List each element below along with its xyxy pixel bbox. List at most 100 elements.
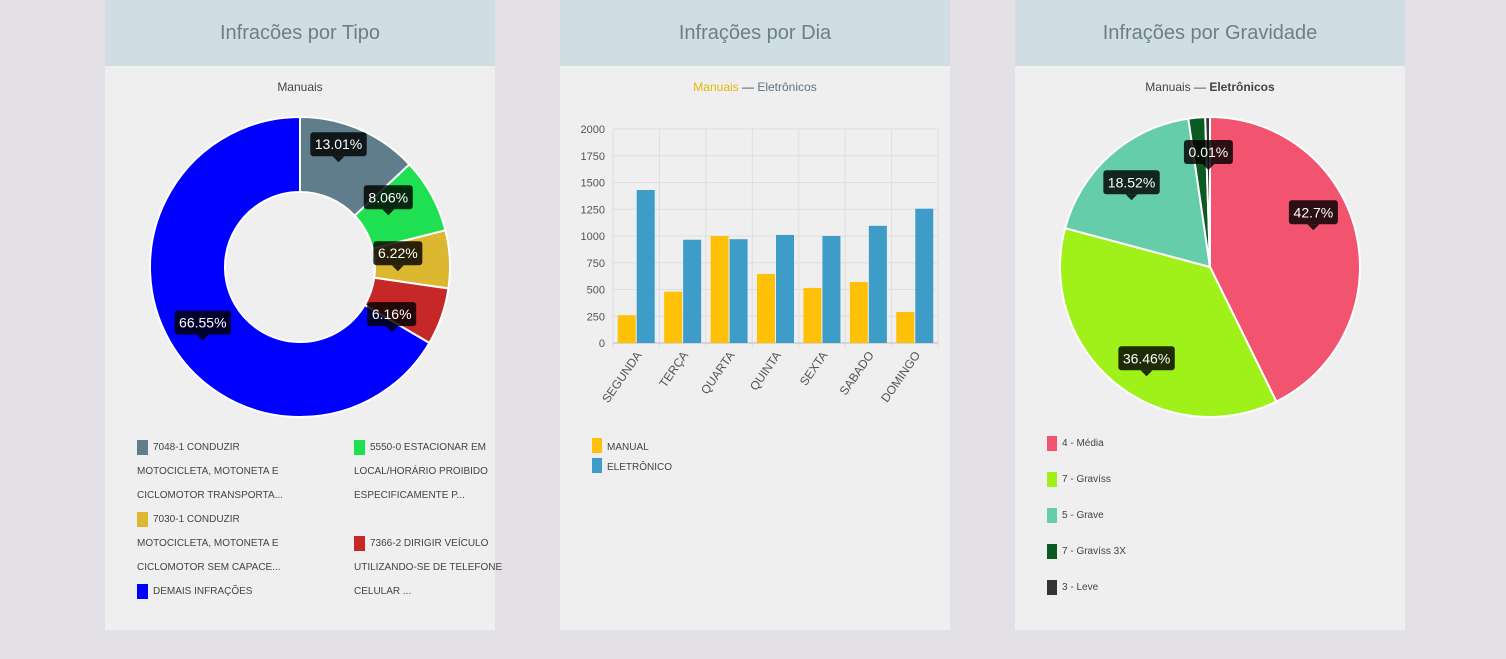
pie-slice-1[interactable] xyxy=(1059,226,1278,418)
pie-slice-0[interactable] xyxy=(1209,115,1361,403)
legend-item[interactable]: 7366-2 DIRIGIR VEÍCULO UTILIZANDO-SE DE … xyxy=(354,532,504,604)
bar-manual-1[interactable] xyxy=(664,291,683,343)
legend-label: 7366-2 DIRIGIR VEÍCULO UTILIZANDO-SE DE … xyxy=(354,538,503,597)
tooltip-text: 18.52% xyxy=(1108,174,1155,190)
tooltip-text: 13.01% xyxy=(315,136,362,152)
legend-item[interactable]: MANUAL xyxy=(592,436,672,456)
bar-chart: 0 250 500 750 1000 1250 1500 1750 2000 SEGUNDA TER… xyxy=(581,124,939,406)
bar-eletrônico-1[interactable] xyxy=(683,239,702,343)
legend-item[interactable]: 7030-1 CONDUZIR MOTOCICLETA, MOTONETA E … xyxy=(137,508,287,580)
donut-label-2: 6.22% xyxy=(373,241,423,272)
y-tick-label: 1250 xyxy=(581,204,605,216)
pie-label-2: 18.52% xyxy=(1103,170,1160,201)
card-infracoes-gravidade: Infrações por Gravidade Manuais — Eletrô… xyxy=(1015,0,1405,630)
legend-swatch xyxy=(137,440,148,455)
legend-swatch xyxy=(592,458,602,473)
legend-label: 7 - Gravíss xyxy=(1062,474,1111,485)
x-tick-label: SEXTA xyxy=(797,349,831,389)
pie-label-1: 36.46% xyxy=(1118,346,1175,377)
card-infracoes-tipo: Infracões por Tipo Manuais 13.01% 8.06% 6.… xyxy=(105,0,502,630)
legend-item[interactable]: DEMAIS INFRAÇÕES xyxy=(137,580,287,604)
legend-swatch xyxy=(1047,544,1057,559)
donut-legend: 7048-1 CONDUZIR MOTOCICLETA, MOTONETA E … xyxy=(137,436,502,626)
legend-item[interactable]: 7 - Gravíss xyxy=(1047,468,1126,504)
y-tick-label: 0 xyxy=(599,338,605,350)
y-tick-label: 750 xyxy=(587,258,605,270)
legend-swatch xyxy=(1047,472,1057,487)
legend-label: 3 - Leve xyxy=(1062,582,1099,593)
tooltip-text: 8.06% xyxy=(368,189,408,205)
legend-swatch xyxy=(1047,508,1057,523)
bar-manual-6[interactable] xyxy=(896,311,915,343)
legend-label: 5 - Grave xyxy=(1062,510,1104,521)
card-title: Infrações por Gravidade xyxy=(1015,0,1405,66)
legend-item[interactable]: 7 - Gravíss 3X xyxy=(1047,540,1126,576)
bar-manual-2[interactable] xyxy=(710,236,729,343)
legend-label: DEMAIS INFRAÇÕES xyxy=(153,586,253,597)
bar-manual-5[interactable] xyxy=(849,282,868,343)
donut-chart: 13.01% 8.06% 6.22% 6.16% 66.55% xyxy=(149,115,451,418)
tooltip-text: 6.22% xyxy=(378,245,418,261)
legend-label: 7030-1 CONDUZIR MOTOCICLETA, MOTONETA E … xyxy=(137,514,281,573)
y-tick-label: 1000 xyxy=(581,231,605,243)
legend-item[interactable]: ELETRÔNICO xyxy=(592,456,672,476)
legend-swatch xyxy=(354,536,365,551)
legend-swatch xyxy=(137,584,148,599)
legend-item[interactable]: 4 - Média xyxy=(1047,432,1126,468)
x-tick-label: SEGUNDA xyxy=(599,349,645,406)
y-tick-label: 500 xyxy=(587,285,605,297)
subtitle-separator: — xyxy=(738,80,758,94)
bar-eletrônico-3[interactable] xyxy=(776,234,794,343)
tooltip-text: 36.46% xyxy=(1123,350,1170,366)
legend-item[interactable]: 3 - Leve xyxy=(1047,576,1126,612)
subtitle-eletronico[interactable]: Eletrônicos xyxy=(757,80,817,94)
tooltip-text: 6.16% xyxy=(372,306,412,322)
card-infracoes-dia: Infrações por Dia Manuais — Eletrônicos … xyxy=(560,0,950,630)
legend-item[interactable]: 5 - Grave xyxy=(1047,504,1126,540)
legend-label: 7048-1 CONDUZIR MOTOCICLETA, MOTONETA E … xyxy=(137,442,283,501)
bar-eletrônico-4[interactable] xyxy=(822,236,841,343)
donut-label-3: 6.16% xyxy=(367,302,417,333)
legend-item[interactable]: 7048-1 CONDUZIR MOTOCICLETA, MOTONETA E … xyxy=(137,436,287,508)
bar-legend: MANUAL ELETRÔNICO xyxy=(592,436,672,476)
pie-legend: 4 - Média 7 - Gravíss 5 - Grave 7 - Gravíss… xyxy=(1047,432,1126,612)
tooltip-text: 66.55% xyxy=(179,315,226,331)
x-tick-label: SABADO xyxy=(837,349,877,398)
bar-manual-4[interactable] xyxy=(803,287,822,343)
bar-eletrônico-5[interactable] xyxy=(868,225,887,343)
x-tick-label: QUARTA xyxy=(698,349,738,397)
subtitle-eletronico[interactable]: Eletrônicos xyxy=(1209,80,1275,94)
donut-label-4: 66.55% xyxy=(174,310,232,341)
legend-swatch xyxy=(1047,436,1057,451)
bar-eletrônico-2[interactable] xyxy=(729,239,748,343)
legend-label: 4 - Média xyxy=(1062,438,1104,449)
bar-eletrônico-6[interactable] xyxy=(915,208,934,343)
card-title: Infracões por Tipo xyxy=(105,0,495,66)
x-tick-label: DOMINGO xyxy=(878,349,923,405)
legend-label: 7 - Gravíss 3X xyxy=(1062,546,1126,557)
tooltip-text: 0.01% xyxy=(1189,144,1229,160)
tooltip-text: 42.7% xyxy=(1294,204,1334,220)
bar-manual-0[interactable] xyxy=(617,315,636,343)
subtitle-manual[interactable]: Manuais xyxy=(1145,80,1191,94)
legend-label: 5550-0 ESTACIONAR EM LOCAL/HORÁRIO PROIB… xyxy=(354,442,488,501)
bar-manual-3[interactable] xyxy=(757,273,775,343)
x-tick-label: QUINTA xyxy=(747,349,784,393)
chart-subtitle: Manuais — Eletrônicos xyxy=(1015,80,1405,94)
subtitle-manual[interactable]: Manuais xyxy=(693,80,739,94)
y-tick-label: 250 xyxy=(587,311,605,323)
y-tick-label: 1750 xyxy=(581,151,605,163)
pie-label-4: 0.01% xyxy=(1183,140,1233,171)
pie-label-0: 42.7% xyxy=(1288,200,1338,231)
bar-eletrônico-0[interactable] xyxy=(636,189,655,343)
pie-chart: 42.7% 36.46% 18.52% 0.01% xyxy=(1059,115,1361,418)
x-tick-label: TERÇA xyxy=(656,349,691,390)
legend-swatch xyxy=(1047,580,1057,595)
donut-slice-4[interactable] xyxy=(149,115,431,418)
legend-item[interactable]: 5550-0 ESTACIONAR EM LOCAL/HORÁRIO PROIB… xyxy=(354,436,504,508)
legend-label: ELETRÔNICO xyxy=(607,462,673,473)
donut-label-1: 8.06% xyxy=(363,185,413,216)
legend-swatch xyxy=(137,512,148,527)
chart-subtitle: Manuais xyxy=(277,80,323,94)
legend-swatch xyxy=(354,440,365,455)
